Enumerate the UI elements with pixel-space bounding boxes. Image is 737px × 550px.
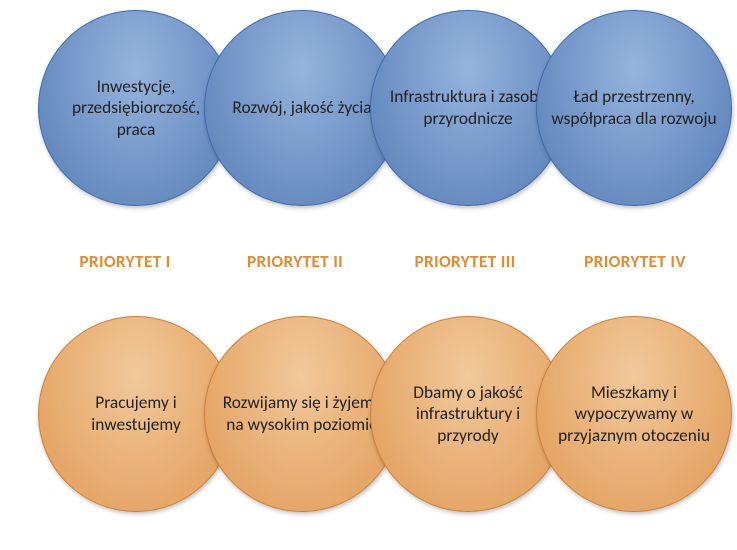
priority-label-2: PRIORYTET II bbox=[210, 250, 380, 272]
priority-labels-row: PRIORYTET IPRIORYTET IIPRIORYTET IIIPRIO… bbox=[40, 250, 737, 272]
bottom-circle-4-text: Mieszkamy i wypoczywamy w przyjaznym oto… bbox=[537, 382, 731, 447]
bottom-circle-4: Mieszkamy i wypoczywamy w przyjaznym oto… bbox=[536, 316, 732, 512]
priority-label-4: PRIORYTET IV bbox=[550, 250, 720, 272]
top-circle-2-text: Rozwój, jakość życia bbox=[218, 97, 385, 119]
top-circle-4: Ład przestrzenny, współpraca dla rozwoju bbox=[536, 10, 732, 206]
priority-label-1: PRIORYTET I bbox=[40, 250, 210, 272]
top-circle-4-text: Ład przestrzenny, współpraca dla rozwoju bbox=[537, 86, 731, 129]
priority-label-3: PRIORYTET III bbox=[380, 250, 550, 272]
